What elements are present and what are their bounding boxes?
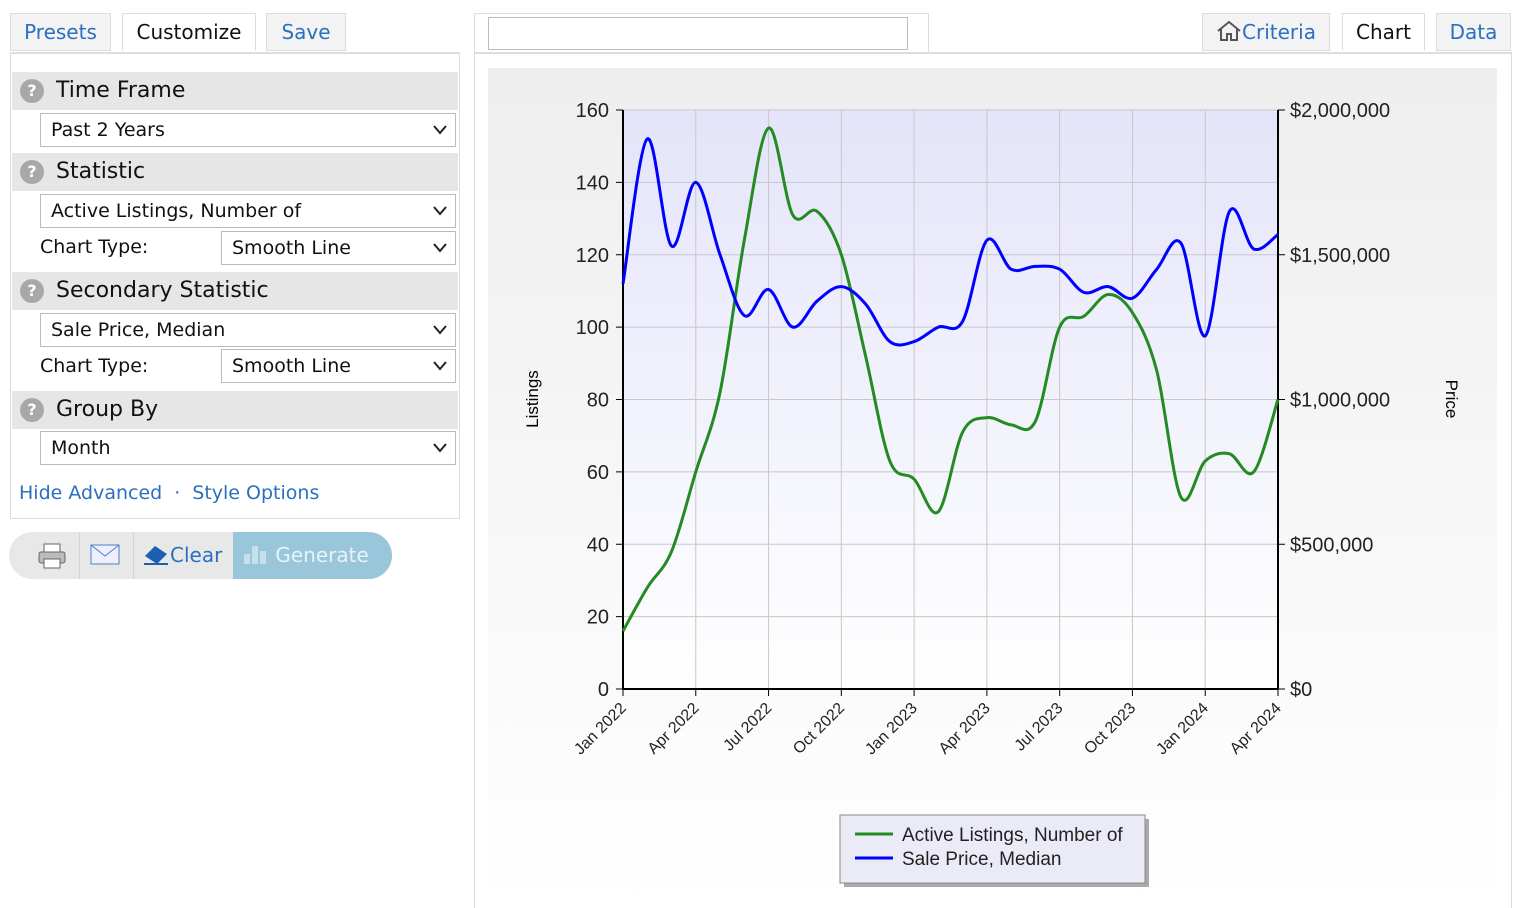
button-label: Clear bbox=[170, 543, 223, 567]
dropdown-value: Past 2 Years bbox=[51, 119, 165, 141]
section-title: Secondary Statistic bbox=[56, 278, 269, 303]
y-tick-label: 40 bbox=[587, 534, 609, 556]
help-icon[interactable]: ? bbox=[20, 279, 44, 303]
search-input[interactable] bbox=[488, 17, 908, 50]
y2-tick-label: $1,000,000 bbox=[1290, 390, 1390, 412]
search-area bbox=[474, 13, 929, 53]
help-icon[interactable]: ? bbox=[20, 79, 44, 103]
series-line bbox=[621, 126, 1280, 632]
legend-label: Active Listings, Number of bbox=[902, 825, 1123, 846]
email-button[interactable] bbox=[90, 544, 120, 566]
chart-panel bbox=[474, 52, 1512, 908]
y-tick-label: 0 bbox=[598, 679, 609, 701]
tab[interactable]: Data bbox=[1436, 13, 1511, 51]
print-button[interactable] bbox=[37, 542, 67, 570]
chart-icon bbox=[244, 546, 266, 564]
y-tick-label: 140 bbox=[576, 172, 609, 194]
chevron bbox=[433, 243, 447, 253]
section-header: ? Secondary Statistic bbox=[12, 272, 458, 310]
dropdown-value: Month bbox=[51, 437, 111, 459]
y2-tick-label: $2,000,000 bbox=[1290, 100, 1390, 122]
generate-button[interactable]: Generate bbox=[233, 532, 392, 579]
tab-label: Criteria bbox=[1242, 20, 1316, 44]
section-header: ? Statistic bbox=[12, 153, 458, 191]
dropdown[interactable]: Month bbox=[40, 431, 456, 465]
button-label: Generate bbox=[275, 543, 369, 567]
legend bbox=[839, 814, 1146, 884]
link[interactable]: Hide Advanced bbox=[19, 482, 163, 504]
y-tick-label: 60 bbox=[587, 462, 609, 484]
links: Hide Advanced · Style Options bbox=[19, 482, 319, 504]
dropdown-value: Smooth Line bbox=[232, 355, 351, 377]
chevron bbox=[433, 125, 447, 135]
chevron bbox=[433, 443, 447, 453]
label: Chart Type: bbox=[40, 236, 149, 258]
y2-tick-label: $0 bbox=[1290, 679, 1312, 701]
clear-button[interactable]: Clear bbox=[142, 540, 222, 570]
tab[interactable]: Presets bbox=[10, 13, 111, 51]
dropdown-value: Sale Price, Median bbox=[51, 319, 226, 341]
help-icon[interactable]: ? bbox=[20, 398, 44, 422]
tab[interactable]: Customize bbox=[122, 13, 256, 51]
tab[interactable]: Chart bbox=[1342, 13, 1425, 51]
label: Chart Type: bbox=[40, 355, 149, 377]
y-tick-label: 100 bbox=[576, 317, 609, 339]
y-tick-label: 20 bbox=[587, 607, 609, 629]
dropdown[interactable]: Smooth Line bbox=[221, 231, 456, 265]
y-tick-label: 80 bbox=[587, 390, 609, 412]
section-header: ? Time Frame bbox=[12, 72, 458, 110]
y2-tick-label: $1,500,000 bbox=[1290, 245, 1390, 267]
link[interactable]: Style Options bbox=[192, 482, 320, 504]
y2-tick-label: $500,000 bbox=[1290, 534, 1373, 556]
dropdown-value: Smooth Line bbox=[232, 237, 351, 259]
chevron bbox=[433, 361, 447, 371]
y-tick-label: 160 bbox=[576, 100, 609, 122]
dropdown[interactable]: Past 2 Years bbox=[40, 113, 456, 147]
y2-axis-label: Price bbox=[1442, 380, 1461, 419]
dropdown[interactable]: Sale Price, Median bbox=[40, 313, 456, 347]
eraser-icon bbox=[144, 546, 168, 565]
help-icon[interactable]: ? bbox=[20, 160, 44, 184]
tab[interactable]: Criteria bbox=[1202, 13, 1330, 51]
y-axis-label: Listings bbox=[523, 370, 542, 428]
panel bbox=[10, 52, 460, 519]
legend-label: Sale Price, Median bbox=[902, 849, 1061, 870]
toolbar: Clear Generate bbox=[9, 532, 392, 579]
dropdown[interactable]: Smooth Line bbox=[221, 349, 456, 383]
dropdown[interactable]: Active Listings, Number of bbox=[40, 194, 456, 228]
dropdown-value: Active Listings, Number of bbox=[51, 200, 302, 222]
home-icon bbox=[1217, 20, 1241, 41]
section-title: Statistic bbox=[56, 159, 146, 184]
chart: Listings Price 0 20 40 60 80 100 120 140 160 $0 $5… bbox=[488, 68, 1497, 908]
section-title: Time Frame bbox=[56, 78, 186, 103]
section-header: ? Group By bbox=[12, 391, 458, 429]
tab[interactable]: Save bbox=[266, 13, 346, 51]
separator: · bbox=[174, 482, 181, 504]
y-tick-label: 120 bbox=[576, 245, 609, 267]
section-title: Group By bbox=[56, 397, 159, 422]
series-line bbox=[621, 137, 1279, 347]
chevron bbox=[433, 325, 447, 335]
chevron bbox=[433, 206, 447, 216]
